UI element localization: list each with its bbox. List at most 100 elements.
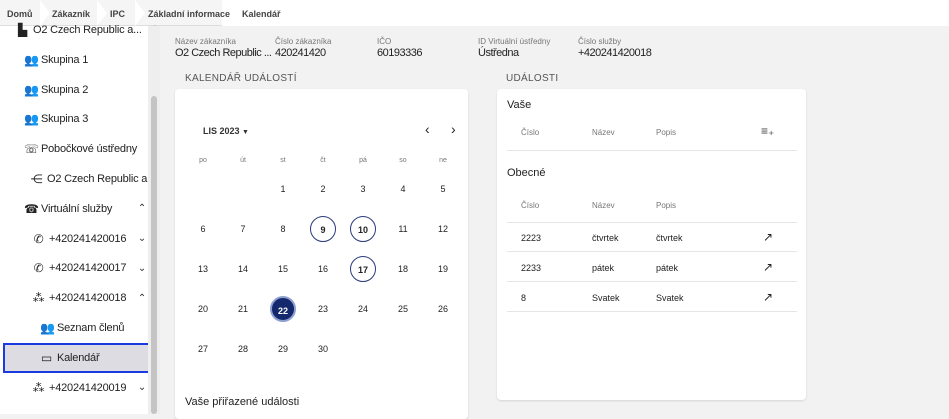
info-value: +420241420018	[578, 47, 652, 59]
event-number: 8	[521, 293, 527, 303]
chevron-up-icon[interactable]: ⌃	[137, 292, 146, 304]
sidebar-item-label: Virtuální služby	[41, 202, 113, 215]
sidebar-item[interactable]: ▙O2 Czech Republic a...⌃	[16, 23, 159, 37]
chevron-down-icon[interactable]: ⌄	[137, 233, 146, 245]
open-external-icon[interactable]: ↗	[763, 230, 774, 244]
phone-icon: ✆	[33, 261, 44, 276]
sidebar-item[interactable]: 👥 Seznam členů	[40, 321, 146, 335]
sidebar-scrollbar[interactable]	[148, 26, 160, 414]
sidebar-item[interactable]: 👥 Skupina 3	[24, 112, 146, 126]
calendar-day[interactable]: 20	[197, 304, 208, 314]
month-selector[interactable]: LIS 2023 ▼	[203, 126, 249, 136]
calendar-day[interactable]: 5	[440, 184, 446, 194]
column-header-number: Číslo	[521, 201, 540, 210]
weekday-label: ne	[439, 157, 447, 164]
add-to-list-icon[interactable]: ≡₊	[761, 124, 775, 138]
calendar-day[interactable]: 28	[237, 344, 248, 354]
previous-month-button[interactable]: ‹	[425, 121, 430, 137]
calendar-icon: ▭	[40, 350, 53, 365]
sidebar-item[interactable]: 👥 Skupina 2	[24, 83, 146, 97]
open-external-icon[interactable]: ↗	[763, 290, 774, 304]
calendar-day[interactable]: 8	[280, 224, 286, 234]
sidebar-item[interactable]: ✆ +420241420017 ⌄	[32, 261, 147, 276]
calendar-day[interactable]: 22	[270, 296, 296, 322]
calendar-day[interactable]: 4	[400, 184, 406, 194]
info-value: 60193336	[377, 47, 422, 59]
weekday-label: pá	[359, 157, 367, 164]
team-icon: ⁂	[32, 380, 45, 395]
sidebar-selected-highlight	[3, 343, 158, 373]
sidebar-item[interactable]: ⁂ +420241420019 ⌄	[32, 380, 147, 395]
sidebar-item-label: Skupina 2	[41, 83, 89, 96]
breadcrumb-basic-info[interactable]: Základní informace	[148, 9, 231, 19]
sidebar-item-label: O2 Czech Republic a...	[47, 173, 156, 185]
divider	[507, 150, 797, 151]
scrollbar-thumb[interactable]	[151, 96, 157, 414]
divider	[507, 251, 797, 252]
chevron-up-icon[interactable]: ⌃	[137, 203, 146, 215]
breadcrumb-calendar: Kalendář	[242, 9, 281, 19]
calendar-day[interactable]: 17	[350, 256, 376, 282]
calendar-day[interactable]: 12	[437, 224, 448, 234]
calendar-day[interactable]: 3	[360, 184, 366, 194]
general-events-title: Obecné	[507, 167, 546, 179]
breadcrumb-home[interactable]: Domů	[7, 9, 33, 19]
sidebar-item[interactable]: ☏Pobočkové ústředny⌃	[24, 142, 154, 156]
building-icon: ▙	[17, 23, 28, 37]
calendar-day[interactable]: 15	[277, 264, 288, 274]
info-value: O2 Czech Republic ...	[175, 47, 272, 59]
calendar-day[interactable]: 19	[437, 264, 448, 274]
sidebar-item[interactable]: ☎ Virtuální služby ⌃	[24, 202, 146, 216]
sidebar-item[interactable]: ✆ +420241420016 ⌄	[32, 232, 147, 246]
calendar-day[interactable]: 11	[398, 224, 408, 234]
weekday-label: so	[399, 157, 407, 164]
calendar-day[interactable]: 6	[200, 224, 206, 234]
divider	[507, 281, 797, 282]
sidebar-item[interactable]: ⋲ O2 Czech Republic a...	[30, 172, 156, 186]
calendar-day[interactable]: 23	[317, 304, 328, 314]
calendar-day[interactable]: 25	[397, 304, 408, 314]
calendar-day[interactable]: 10	[350, 216, 376, 242]
sidebar-item[interactable]: 👥 Skupina 1	[24, 53, 146, 67]
group-icon: 👥	[40, 321, 55, 335]
open-external-icon[interactable]: ↗	[763, 260, 774, 274]
column-header-name: Název	[592, 128, 615, 137]
calendar-day[interactable]: 14	[237, 264, 248, 274]
calendar-day[interactable]: 24	[357, 304, 368, 314]
calendar-card: LIS 2023 ▼ ‹ › po út st čt pá so ne 1 2 3 4 5 6 7 8 9 10…	[175, 89, 468, 419]
sidebar-item[interactable]: ▭ Kalendář	[40, 351, 146, 365]
sidebar-item-label: O2 Czech Republic a...	[33, 24, 142, 36]
weekday-label: po	[199, 157, 207, 164]
calendar-day[interactable]: 21	[237, 304, 248, 314]
calendar-day[interactable]: 26	[437, 304, 448, 314]
sidebar-item-label: +420241420016	[49, 232, 127, 245]
calendar-day[interactable]: 1	[280, 184, 286, 194]
calendar-day[interactable]: 29	[277, 344, 288, 354]
sidebar-item-label: Pobočkové ústředny	[41, 143, 138, 156]
calendar-day[interactable]: 27	[197, 344, 208, 354]
breadcrumb-customer[interactable]: Zákazník	[52, 9, 91, 19]
your-events-title: Vaše	[507, 99, 532, 111]
info-label: Číslo služby	[578, 37, 622, 46]
calendar-day[interactable]: 16	[317, 264, 328, 274]
calendar-section-title: KALENDÁŘ UDÁLOSTÍ	[185, 73, 297, 84]
event-name: Svatek	[592, 293, 620, 303]
calendar-day[interactable]: 18	[397, 264, 408, 274]
column-header-number: Číslo	[521, 128, 540, 137]
calendar-day[interactable]: 30	[317, 344, 328, 354]
calendar-day[interactable]: 2	[320, 184, 326, 194]
breadcrumb-ipc[interactable]: IPC	[110, 9, 126, 19]
calendar-day[interactable]: 9	[310, 216, 336, 242]
sidebar-item[interactable]: ⁂ +420241420018 ⌃	[32, 291, 147, 305]
divider	[507, 222, 797, 223]
chevron-down-icon[interactable]: ⌄	[137, 262, 146, 274]
calendar-day[interactable]: 13	[197, 264, 208, 274]
sidebar-item-label: Skupina 3	[41, 113, 89, 126]
chevron-down-icon[interactable]: ⌄	[137, 382, 146, 394]
next-month-button[interactable]: ›	[451, 121, 456, 137]
column-header-description: Popis	[656, 201, 677, 210]
breadcrumb: Domů Zákazník IPC Základní informace Kal…	[0, 0, 949, 26]
breadcrumb-current-bg	[222, 0, 949, 26]
calendar-day[interactable]: 7	[240, 224, 246, 234]
sidebar-item-label: Kalendář	[57, 351, 100, 364]
